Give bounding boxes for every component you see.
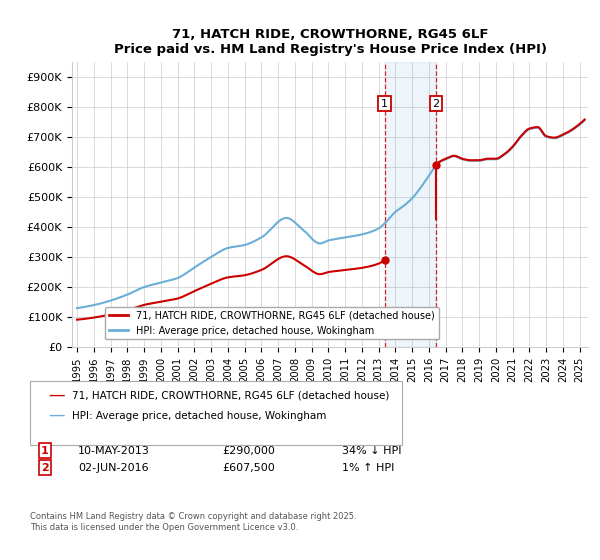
Text: £607,500: £607,500 — [222, 463, 275, 473]
Text: 1: 1 — [41, 446, 49, 456]
Text: 71, HATCH RIDE, CROWTHORNE, RG45 6LF (detached house): 71, HATCH RIDE, CROWTHORNE, RG45 6LF (de… — [72, 391, 389, 401]
Text: HPI: Average price, detached house, Wokingham: HPI: Average price, detached house, Woki… — [72, 410, 326, 421]
Title: 71, HATCH RIDE, CROWTHORNE, RG45 6LF
Price paid vs. HM Land Registry's House Pri: 71, HATCH RIDE, CROWTHORNE, RG45 6LF Pri… — [113, 28, 547, 56]
Text: £290,000: £290,000 — [222, 446, 275, 456]
Text: 2: 2 — [433, 99, 439, 109]
Text: 10-MAY-2013: 10-MAY-2013 — [78, 446, 150, 456]
Legend: 71, HATCH RIDE, CROWTHORNE, RG45 6LF (detached house), HPI: Average price, detac: 71, HATCH RIDE, CROWTHORNE, RG45 6LF (de… — [105, 307, 439, 339]
Bar — [385, 62, 436, 347]
Text: 1% ↑ HPI: 1% ↑ HPI — [342, 463, 394, 473]
Text: 1: 1 — [381, 99, 388, 109]
Text: 34% ↓ HPI: 34% ↓ HPI — [342, 446, 401, 456]
Text: Contains HM Land Registry data © Crown copyright and database right 2025.
This d: Contains HM Land Registry data © Crown c… — [30, 512, 356, 532]
Text: —: — — [48, 405, 65, 423]
Text: —: — — [48, 386, 65, 404]
Text: 2: 2 — [41, 463, 49, 473]
Text: 02-JUN-2016: 02-JUN-2016 — [78, 463, 149, 473]
